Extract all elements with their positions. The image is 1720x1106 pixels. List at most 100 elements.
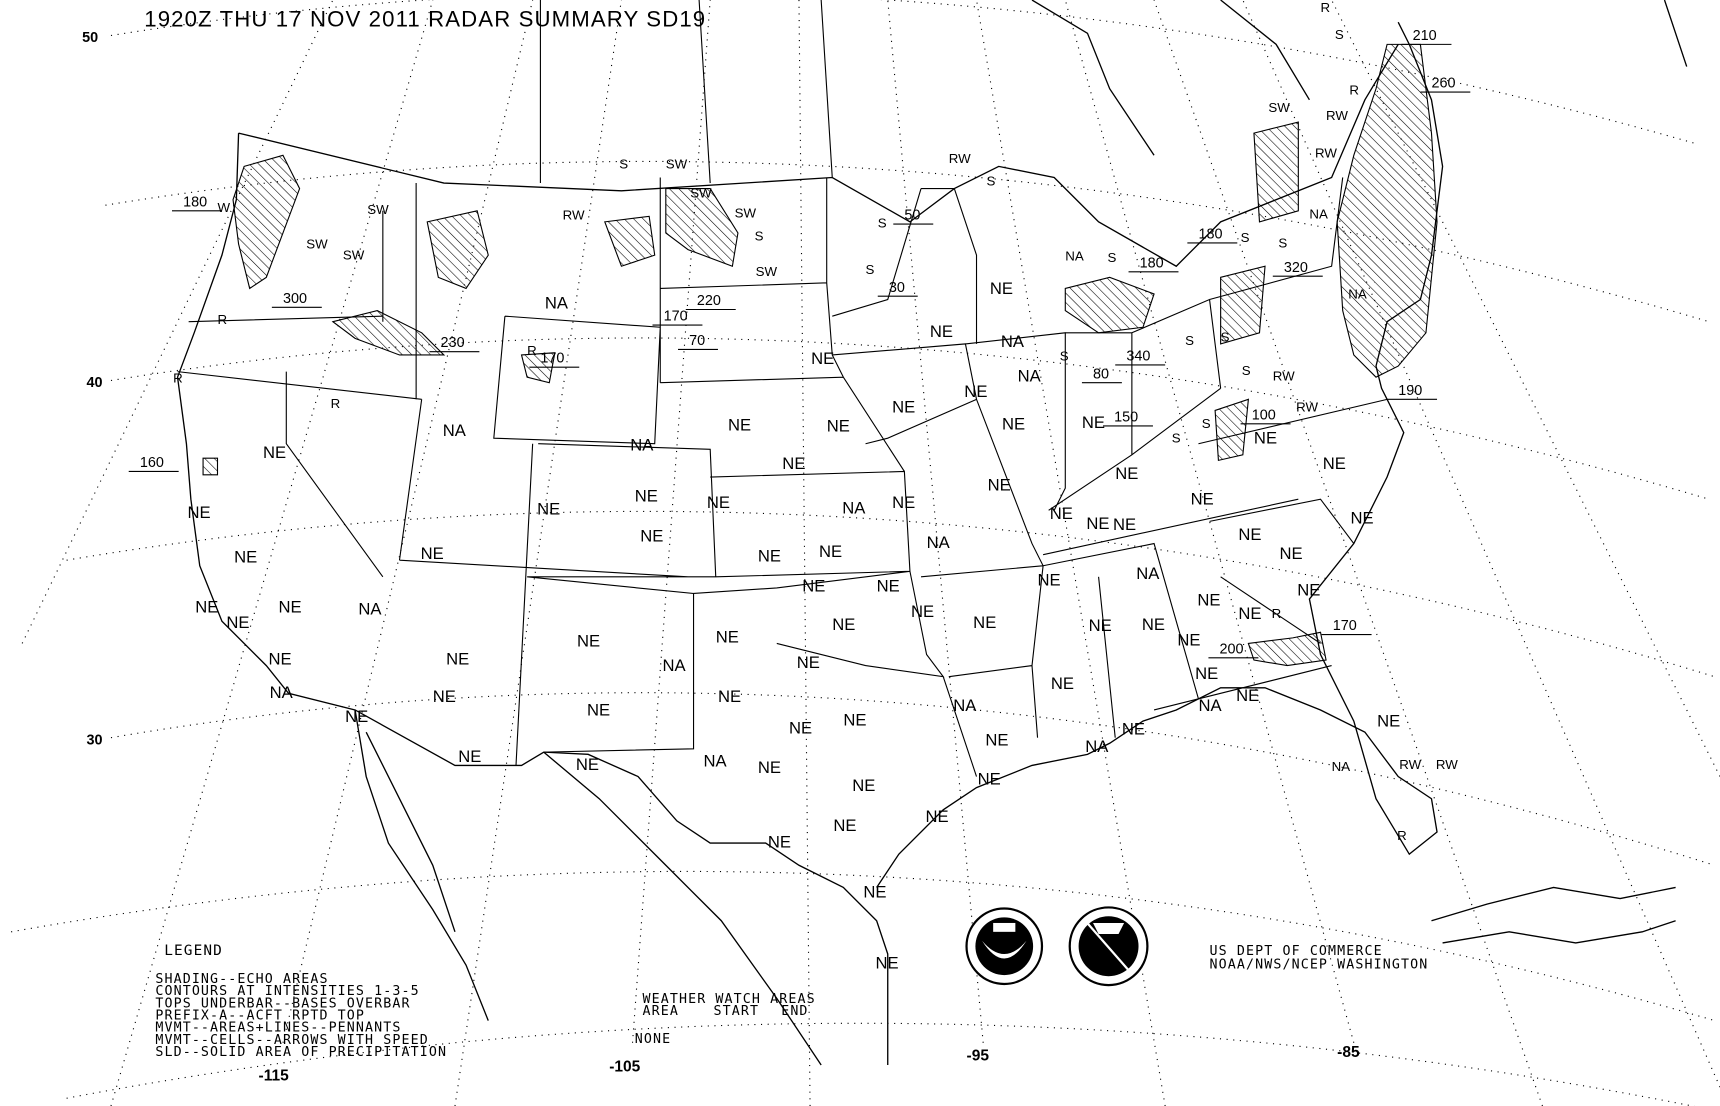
coverage-label: NE	[843, 711, 866, 730]
coverage-label: NE	[279, 597, 302, 616]
coverage-label: NE	[985, 730, 1008, 749]
coverage-label: NA	[1085, 737, 1109, 756]
watch-column-area: AREA	[643, 1004, 679, 1019]
echo-top-label: 80	[1093, 366, 1109, 382]
coverage-label: NE	[827, 417, 850, 436]
coverage-label: NE	[832, 615, 855, 634]
echo-code-label: S	[878, 215, 887, 230]
coverage-label: NE	[458, 747, 481, 766]
coverage-label: NE	[811, 349, 834, 368]
echo-code-label: SW	[666, 157, 688, 172]
us-coastline-outline	[176, 21, 1444, 1065]
coverage-label: NA	[1001, 332, 1025, 351]
echo-top-label: 160	[140, 455, 164, 471]
coverage-label: NE	[863, 882, 886, 901]
echo-code-label: NA	[1332, 759, 1351, 774]
coverage-label: NE	[758, 546, 781, 565]
coverage-label: NA	[545, 293, 569, 312]
echo-code-label: S	[1278, 235, 1287, 250]
echo-top-label: 180	[1198, 227, 1222, 243]
echo-areas	[202, 43, 1438, 667]
echo-code-label: R	[1272, 606, 1282, 621]
echo-code-label: SW	[306, 236, 328, 251]
echo-area-ohio	[1220, 265, 1266, 345]
longitude-label: -95	[967, 1048, 990, 1065]
coverage-label: NE	[1279, 544, 1302, 563]
coverage-label: NE	[577, 632, 600, 651]
echo-code-label: R	[1349, 82, 1359, 97]
echo-code-label: RW	[1326, 108, 1348, 123]
longitude-110-line	[454, 0, 622, 1106]
coverage-label: NA	[953, 696, 977, 715]
coverage-label: NE	[1122, 719, 1145, 738]
echo-code-label: S	[619, 157, 628, 172]
echo-top-label: 200	[1220, 641, 1244, 657]
echo-code-label: SW	[1268, 100, 1290, 115]
echo-code-label: S	[866, 262, 875, 277]
longitude-85-line	[1064, 0, 1355, 1043]
coverage-label: NA	[1018, 367, 1042, 386]
echo-code-label: S	[1242, 363, 1251, 378]
coverage-labels: NA NE NE NA NE NA NE NE NE NE NA NE NE NA NE NE NE NE NE NA…	[188, 279, 1401, 972]
coverage-label: NE	[852, 776, 875, 795]
echo-top-label: 50	[904, 208, 920, 224]
coverage-label: NE	[1323, 454, 1346, 473]
legend: LEGEND SHADING--ECHO AREAS CONTOURS AT I…	[155, 943, 446, 1060]
echo-top-label: 70	[689, 333, 705, 349]
echo-code-label: SW	[343, 248, 365, 263]
coverage-label: NE	[433, 687, 456, 706]
latitude-45-line	[105, 160, 1710, 323]
watch-value: NONE	[635, 1032, 671, 1047]
coverage-label: NE	[1115, 464, 1138, 483]
coverage-label: NE	[1142, 615, 1165, 634]
echo-area-michigan	[1064, 276, 1155, 334]
echo-code-label: S	[1335, 27, 1344, 42]
coverage-label: NE	[1082, 413, 1105, 432]
longitude-label: -115	[259, 1067, 290, 1084]
echo-area-washington	[232, 154, 301, 290]
echo-area-new-york	[1253, 121, 1299, 223]
echo-code-label: RW	[949, 151, 971, 166]
echo-code-label: W	[217, 200, 230, 215]
echo-top-label: 320	[1284, 260, 1308, 276]
coverage-label: NE	[1177, 631, 1200, 650]
echo-code-label: SW	[735, 205, 757, 220]
coverage-label: NE	[537, 500, 560, 519]
coverage-label: NE	[892, 398, 915, 417]
latitude-labels: 50 40 30	[82, 30, 102, 748]
echo-top-label: 170	[1333, 618, 1357, 634]
echo-area-virginia	[1214, 398, 1250, 462]
longitude-95-line	[887, 0, 984, 1043]
echo-code-label: SW	[756, 264, 778, 279]
legend-line: PREFIX-A--ACFT RPTD TOP	[155, 1008, 365, 1023]
echo-code-label: S	[1185, 333, 1194, 348]
coverage-label: NE	[234, 547, 257, 566]
echo-code-label: SW	[690, 185, 712, 200]
echo-area-north-dakota	[665, 188, 739, 267]
credit-line-2: NOAA/NWS/NCEP WASHINGTON	[1210, 957, 1429, 972]
echo-area-northeast	[1336, 43, 1438, 378]
coverage-label: NE	[1377, 712, 1400, 731]
coverage-label: NA	[927, 533, 951, 552]
echo-top-label: 150	[1114, 410, 1138, 426]
echo-top-label: 30	[889, 280, 905, 296]
echo-top-label: 300	[283, 291, 307, 307]
coverage-label: NE	[188, 503, 211, 522]
coverage-label: NE	[925, 807, 948, 826]
echo-top-label: 230	[441, 335, 465, 351]
nws-logo	[1068, 906, 1149, 987]
credit: US DEPT OF COMMERCE NOAA/NWS/NCEP WASHIN…	[1210, 944, 1429, 972]
echo-top-label: 100	[1252, 407, 1276, 423]
longitude-label: -85	[1337, 1044, 1360, 1061]
coverage-label: NE	[1254, 429, 1277, 448]
echo-code-label: R	[331, 396, 341, 411]
coverage-label: NE	[263, 443, 286, 462]
echo-area-california	[202, 457, 219, 476]
echo-top-label: 190	[1398, 383, 1422, 399]
echo-area-montana-east	[604, 215, 656, 267]
coverage-label: NA	[630, 435, 654, 454]
echo-code-label: R	[217, 312, 227, 327]
canada-border	[238, 44, 1399, 268]
coverage-label: NE	[758, 758, 781, 777]
longitude-80-line	[1153, 0, 1543, 1106]
